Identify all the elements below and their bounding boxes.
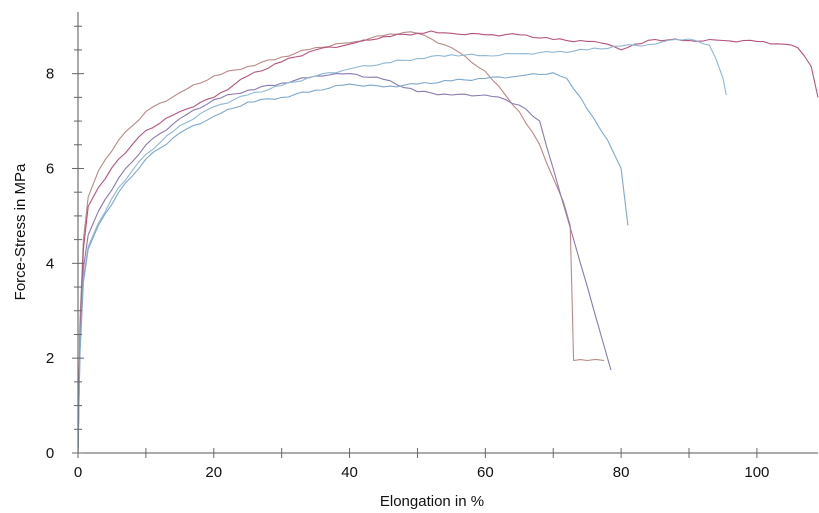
x-tick-label: 80 [613,464,630,481]
series-line-3 [77,73,612,454]
series-line-4 [77,38,727,454]
series-line-5 [77,72,629,454]
y-axis-label: Force-Stress in MPa [12,163,29,300]
axes-layer [77,12,818,454]
ticks-layer: 0 20 40 60 80 100 0 2 4 6 8 [46,25,769,481]
y-tick-label: 0 [46,445,54,462]
series-layer [77,30,819,454]
y-tick-label: 4 [46,255,54,272]
x-tick-label: 40 [341,464,358,481]
y-tick-label: 2 [46,350,54,367]
x-axis-label: Elongation in % [380,493,484,510]
x-tick-label: 20 [205,464,222,481]
series-line-1 [77,31,605,454]
x-tick-label: 60 [477,464,494,481]
x-tick-label: 100 [744,464,769,481]
series-line-2 [77,30,819,454]
x-tick-label: 0 [74,464,82,481]
y-tick-label: 8 [46,66,54,83]
y-tick-label: 6 [46,160,54,177]
